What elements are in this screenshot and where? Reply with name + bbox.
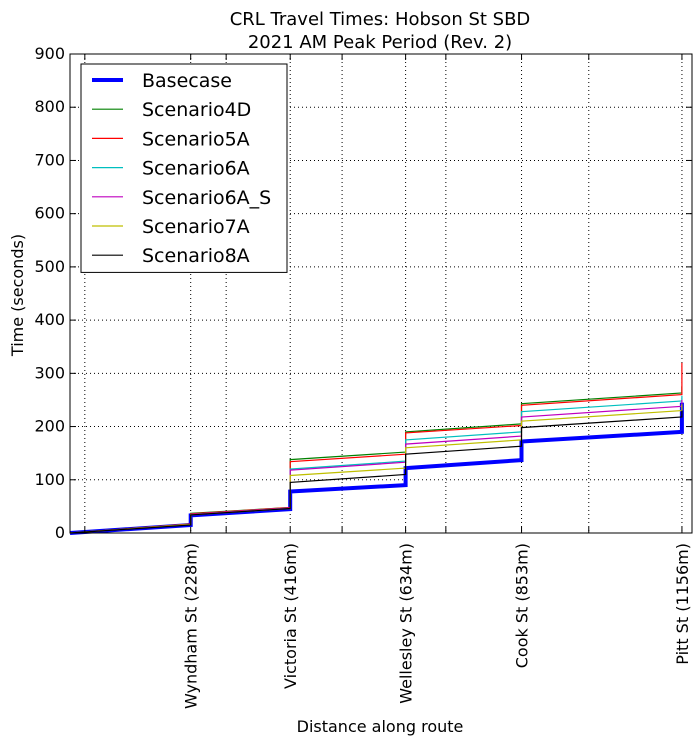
plot-frame [69,53,693,534]
y-tick-label: 300 [34,363,65,382]
legend-label: Basecase [142,70,232,92]
x-tick-label: Wellesley St (634m) [397,543,416,704]
legend: Basecase Scenario4D Scenario5A Scenario6A Sc… [80,63,288,273]
legend-label: Scenario5A [142,128,250,150]
y-tick-label: 400 [34,310,65,329]
series-line-scenario5a [69,362,683,534]
legend-label: Scenario6A_S [142,187,271,209]
x-tick-label: Victoria St (416m) [281,543,300,689]
y-tick-label: 600 [34,204,65,223]
y-tick-label: 200 [34,417,65,436]
series-line-basecase [69,402,684,535]
y-tick-label: 100 [34,470,65,489]
x-tick-label: Wyndham St (228m) [182,543,201,709]
series-line-scenario8a [69,410,683,534]
axes: 0 100 200 300 400 500 600 700 800 900 Wyndham St (… [34,44,693,709]
series-line-scenario4d [69,386,683,534]
chart-title: CRL Travel Times: Hobson St SBD [230,9,531,30]
series-lines [69,362,684,535]
x-tick-label: Pitt St (1156m) [673,543,692,665]
x-axis-label: Distance along route [297,717,464,736]
legend-label: Scenario7A [142,216,250,238]
legend-label: Scenario8A [142,245,250,267]
legend-label: Scenario4D [142,99,251,121]
legend-label: Scenario6A [142,158,250,180]
chart-subtitle: 2021 AM Peak Period (Rev. 2) [248,32,512,53]
y-tick-label: 700 [34,150,65,169]
legend-box [80,63,288,273]
y-axis-label: Time (seconds) [8,234,27,357]
y-tick-label: 800 [34,97,65,116]
y-tick-label: 900 [34,44,65,63]
y-tick-label: 0 [55,523,65,542]
series-line-scenario6a_s [69,399,683,534]
x-tick-label: Cook St (853m) [513,543,532,668]
y-tick-label: 500 [34,257,65,276]
